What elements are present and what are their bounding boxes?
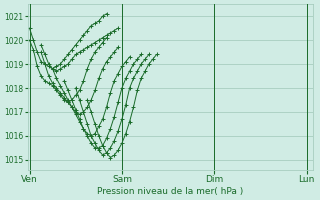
X-axis label: Pression niveau de la mer( hPa ): Pression niveau de la mer( hPa ) bbox=[97, 187, 244, 196]
